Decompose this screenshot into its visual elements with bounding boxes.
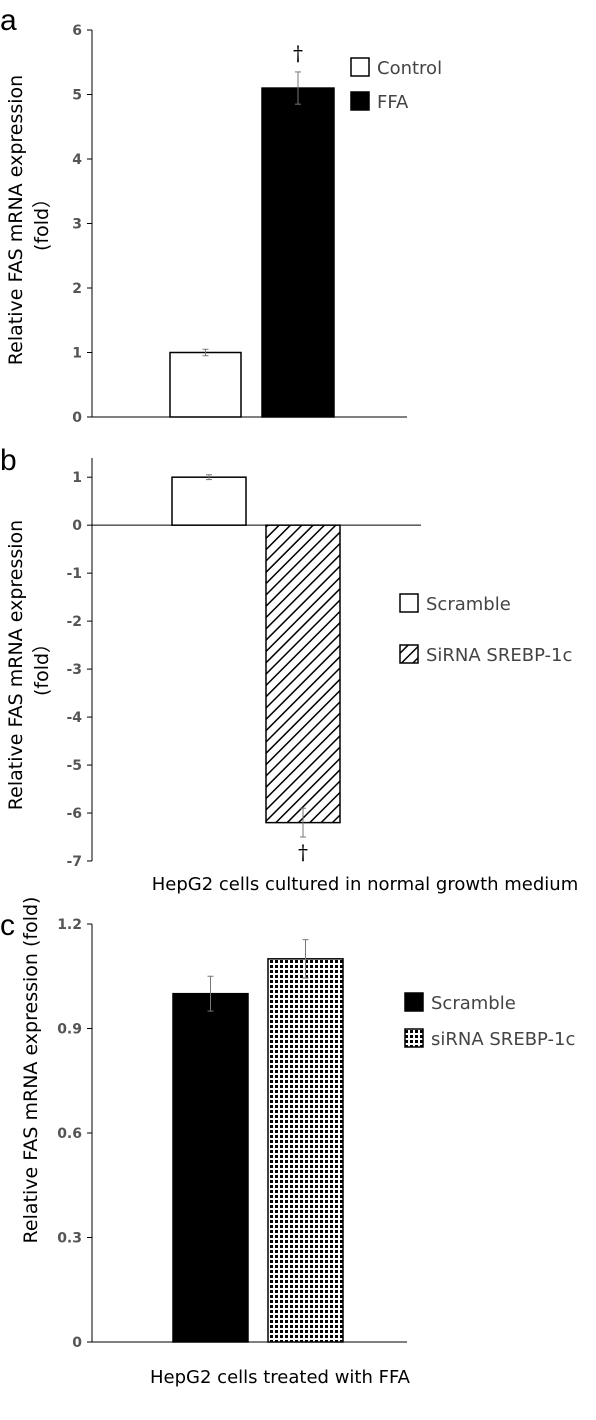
x-axis-caption: HepG2 cells treated with FFA — [150, 1367, 411, 1388]
y-tick-label: 0 — [72, 410, 82, 426]
y-tick-label: 5 — [72, 88, 82, 104]
legend-swatch — [404, 1028, 424, 1048]
legend-label: SiRNA SREBP-1c — [426, 645, 572, 666]
y-tick-label: 0.6 — [57, 1126, 82, 1142]
legend-label: Scramble — [431, 993, 516, 1014]
y-tick-label: 0 — [72, 518, 82, 534]
chart-panel-c: c 0 0.3 0.6 0.9 1.2 Relative FAS mRNA expressi… — [0, 897, 575, 1388]
panel-letter: b — [0, 444, 17, 477]
significance-mark: † — [293, 41, 303, 65]
legend-item: Scramble — [399, 593, 511, 615]
chart-panel-b: b 1 0 -1 -2 -3 -4 -5 -6 -7 Relative FAS mRNA expre… — [0, 444, 578, 895]
legend-swatch — [404, 992, 424, 1012]
y-tick-label: 0 — [72, 1335, 82, 1351]
legend-label: FFA — [377, 92, 409, 113]
legend-item: Scramble — [404, 992, 516, 1014]
y-tick-label: 1 — [72, 346, 82, 362]
y-tick-label: -3 — [66, 662, 82, 678]
bar-scramble — [172, 992, 249, 1343]
legend-swatch — [399, 644, 419, 664]
bar-sirna-srebp-1c — [267, 958, 344, 1343]
legend-swatch — [350, 91, 370, 111]
bar-sirna-srebp-1c — [265, 524, 341, 824]
y-tick-label: 3 — [72, 217, 82, 233]
x-axis-caption: HepG2 cells cultured in normal growth me… — [152, 874, 578, 895]
y-tick-label: 1.2 — [57, 917, 82, 933]
y-tick-label: -1 — [66, 566, 82, 582]
panel-letter: c — [0, 909, 15, 942]
y-tick-label: -7 — [66, 854, 82, 870]
y-tick-label: -4 — [66, 710, 82, 726]
y-tick-label: 0.3 — [57, 1231, 82, 1247]
y-axis-title: Relative FAS mRNA expression (fold) — [20, 897, 42, 1244]
y-tick-label: -5 — [66, 758, 82, 774]
y-tick-label: 1 — [72, 470, 82, 486]
panel-letter: a — [0, 4, 17, 37]
legend-item: siRNA SREBP-1c — [404, 1028, 575, 1050]
legend-swatch — [350, 57, 370, 77]
legend-swatch — [399, 593, 419, 613]
legend-item: Control — [350, 57, 442, 79]
bar-ffa — [261, 87, 335, 418]
y-axis-title: Relative FAS mRNA expression (fold） — [5, 75, 53, 365]
legend-label: siRNA SREBP-1c — [431, 1029, 575, 1050]
bar-control — [169, 351, 242, 418]
significance-mark: † — [298, 840, 308, 864]
legend-item: SiRNA SREBP-1c — [399, 644, 572, 666]
y-tick-label: -2 — [66, 614, 82, 630]
bar-scramble — [171, 476, 247, 526]
y-axis-title: Relative FAS mRNA expression (fold） — [5, 520, 53, 810]
legend-item: FFA — [350, 91, 409, 113]
y-tick-label: 4 — [72, 152, 82, 168]
y-tick-label: 6 — [72, 23, 82, 39]
y-tick-label: 0.9 — [57, 1022, 82, 1038]
legend-label: Scramble — [426, 594, 511, 615]
y-tick-label: 2 — [72, 281, 82, 297]
y-tick-label: -6 — [66, 806, 82, 822]
legend-label: Control — [377, 58, 442, 79]
chart-panel-a: a 0 1 2 3 4 5 6 Relative FAS mRNA expression (fol… — [0, 4, 442, 426]
